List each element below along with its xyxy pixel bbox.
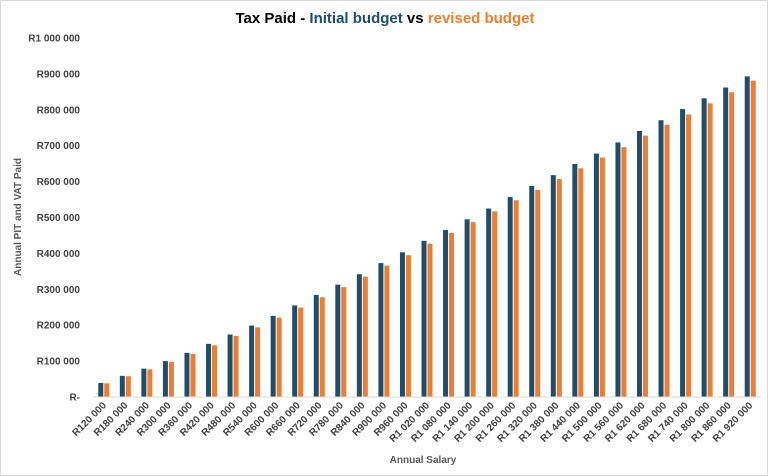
title-series-initial: Initial budget — [309, 10, 402, 27]
bar-revised-budget — [513, 200, 519, 397]
y-tick-label: R500 000 — [37, 213, 81, 224]
y-tick-label: R1 000 000 — [28, 34, 80, 45]
bar-revised-budget — [664, 124, 670, 397]
title-prefix: Tax Paid - — [236, 10, 310, 27]
bar-revised-budget — [362, 276, 368, 397]
bar-initial-budget — [723, 87, 729, 397]
bar-initial-budget — [507, 197, 513, 397]
bar-initial-budget — [529, 185, 535, 397]
bar-initial-budget — [615, 142, 621, 397]
y-tick-label: R300 000 — [37, 285, 81, 296]
bar-initial-budget — [486, 208, 492, 397]
y-tick-label: R- — [69, 393, 80, 404]
y-tick-label: R100 000 — [37, 357, 81, 368]
bar-revised-budget — [125, 376, 131, 397]
bar-initial-budget — [184, 352, 190, 397]
bar-initial-budget — [162, 361, 168, 397]
bar-initial-budget — [593, 153, 599, 397]
bar-revised-budget — [255, 327, 261, 397]
bar-initial-budget — [270, 315, 276, 397]
bar-revised-budget — [535, 189, 541, 397]
bar-initial-budget — [335, 284, 341, 397]
bar-initial-budget — [119, 375, 125, 397]
bar-initial-budget — [399, 252, 405, 397]
y-tick-label: R600 000 — [37, 177, 81, 188]
bar-revised-budget — [233, 335, 239, 397]
y-tick-label: R200 000 — [37, 321, 81, 332]
bar-revised-budget — [168, 361, 174, 397]
title-middle: vs — [403, 10, 428, 27]
bar-revised-budget — [276, 317, 282, 397]
bar-revised-budget — [578, 168, 584, 397]
bar-initial-budget — [680, 109, 686, 397]
bar-revised-budget — [384, 265, 390, 397]
bar-revised-budget — [449, 232, 455, 397]
y-axis-ticks: R- R100 000 R200 000 R300 000 R400 000 R500 0… — [28, 34, 80, 404]
bar-initial-budget — [636, 130, 642, 398]
bar-revised-budget — [319, 297, 325, 397]
bar-revised-budget — [707, 103, 713, 397]
bar-revised-budget — [492, 211, 498, 397]
y-tick-label: R400 000 — [37, 249, 81, 260]
bar-revised-budget — [556, 179, 562, 397]
bar-revised-budget — [147, 369, 153, 397]
bar-initial-budget — [249, 325, 255, 397]
bar-initial-budget — [744, 76, 750, 397]
y-tick-label: R800 000 — [37, 105, 81, 116]
bar-initial-budget — [443, 230, 449, 397]
bar-initial-budget — [227, 334, 233, 397]
bar-initial-budget — [421, 240, 427, 397]
bar-revised-budget — [298, 307, 304, 397]
bar-initial-budget — [701, 98, 707, 397]
bar-revised-budget — [470, 222, 476, 397]
chart-title: Tax Paid - Initial budget vs revised bud… — [236, 10, 535, 27]
x-axis-title: Annual Salary — [390, 455, 457, 466]
bar-revised-budget — [427, 243, 433, 397]
y-axis-title: Annual PIT and VAT Paid — [13, 158, 24, 276]
bar-revised-budget — [341, 287, 347, 397]
y-tick-label: R900 000 — [37, 69, 81, 80]
bar-revised-budget — [190, 353, 196, 397]
bar-initial-budget — [292, 305, 298, 397]
bar-revised-budget — [104, 383, 110, 397]
bar-initial-budget — [98, 383, 104, 397]
y-tick-label: R700 000 — [37, 141, 81, 152]
bar-initial-budget — [658, 120, 664, 398]
title-series-revised: revised budget — [428, 10, 535, 27]
bar-revised-budget — [212, 345, 218, 397]
bar-revised-budget — [686, 114, 692, 397]
bar-initial-budget — [356, 274, 362, 397]
bar-initial-budget — [572, 164, 578, 397]
bar-initial-budget — [378, 263, 384, 397]
bar-revised-budget — [642, 135, 648, 397]
bar-revised-budget — [405, 255, 411, 397]
bar-initial-budget — [313, 295, 319, 397]
bar-revised-budget — [729, 92, 735, 398]
bar-revised-budget — [599, 157, 605, 397]
bars-group — [98, 76, 756, 398]
bar-initial-budget — [464, 219, 470, 397]
bar-revised-budget — [750, 80, 756, 397]
bar-initial-budget — [141, 368, 147, 397]
bar-initial-budget — [206, 343, 212, 397]
bar-initial-budget — [550, 175, 556, 397]
bar-revised-budget — [621, 147, 627, 397]
